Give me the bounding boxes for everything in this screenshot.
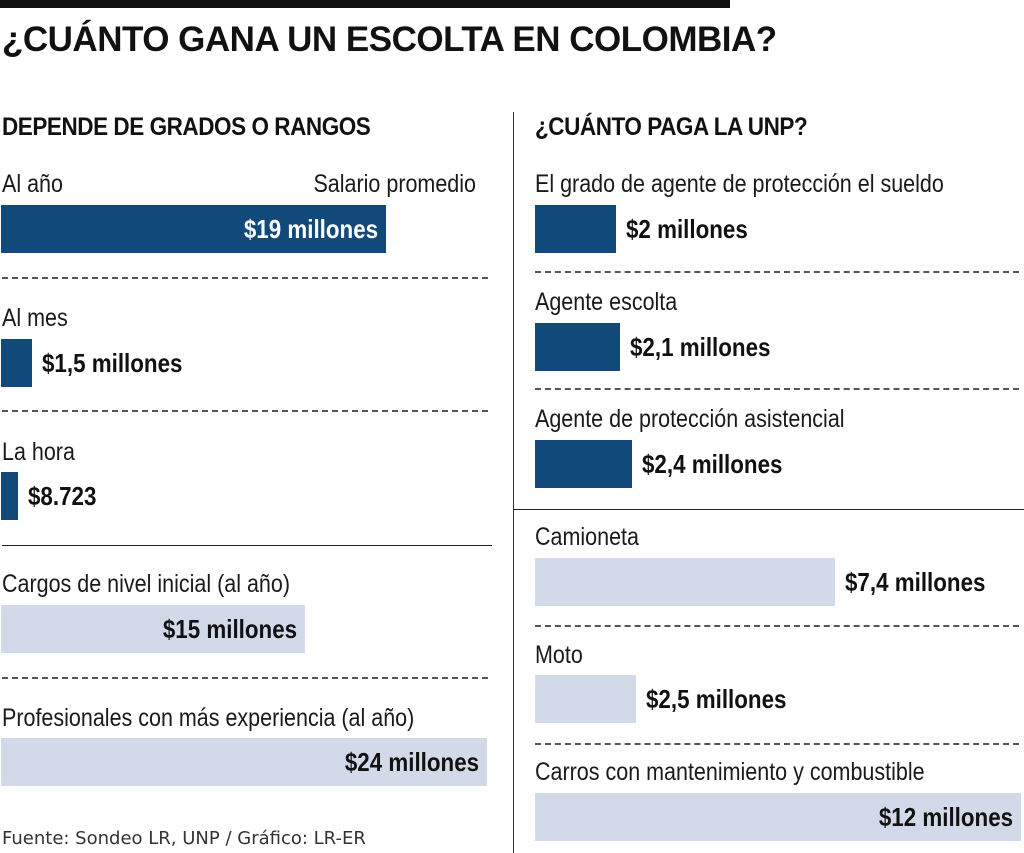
divider-dashed bbox=[535, 625, 1019, 627]
bar-agente-escolta bbox=[535, 323, 620, 371]
label-la-hora: La hora bbox=[2, 438, 75, 466]
label-nivel-inicial: Cargos de nivel inicial (al año) bbox=[2, 570, 291, 598]
value-al-ano: $19 millones bbox=[243, 214, 378, 244]
label-profesionales: Profesionales con más experiencia (al añ… bbox=[2, 704, 415, 732]
legend-salario-promedio: Salario promedio bbox=[313, 170, 476, 198]
value-camioneta: $7,4 millones bbox=[845, 567, 986, 597]
value-nivel-inicial: $15 millones bbox=[162, 614, 297, 644]
divider-dashed bbox=[2, 277, 488, 279]
value-agente-escolta: $2,1 millones bbox=[630, 332, 771, 362]
bar-la-hora bbox=[1, 472, 18, 520]
value-moto: $2,5 millones bbox=[646, 684, 787, 714]
divider-solid bbox=[513, 509, 1024, 510]
bar-agente-asistencial bbox=[535, 440, 632, 488]
label-agente-asistencial: Agente de protección asistencial bbox=[535, 405, 845, 433]
divider-dashed bbox=[535, 743, 1019, 745]
divider-dashed bbox=[535, 271, 1019, 273]
bar-agente-proteccion bbox=[535, 205, 616, 253]
right-section-title: ¿CUÁNTO PAGA LA UNP? bbox=[535, 113, 808, 141]
value-agente-asistencial: $2,4 millones bbox=[642, 449, 783, 479]
value-carros: $12 millones bbox=[878, 802, 1013, 832]
bar-profesionales bbox=[1, 738, 487, 786]
label-al-ano: Al año bbox=[2, 170, 63, 198]
divider-solid bbox=[2, 545, 492, 546]
label-agente-escolta: Agente escolta bbox=[535, 288, 678, 316]
main-title: ¿CUÁNTO GANA UN ESCOLTA EN COLOMBIA? bbox=[2, 20, 777, 59]
bar-carros bbox=[535, 793, 1021, 841]
label-camioneta: Camioneta bbox=[535, 523, 639, 551]
vertical-divider bbox=[513, 112, 514, 853]
source-note: Fuente: Sondeo LR, UNP / Gráfico: LR-ER bbox=[2, 828, 366, 849]
bar-camioneta bbox=[535, 558, 835, 606]
label-moto: Moto bbox=[535, 641, 583, 669]
value-la-hora: $8.723 bbox=[28, 481, 97, 511]
divider-dashed bbox=[2, 410, 488, 412]
divider-dashed bbox=[2, 677, 488, 679]
divider-dashed bbox=[535, 388, 1019, 390]
label-al-mes: Al mes bbox=[2, 304, 68, 332]
value-profesionales: $24 millones bbox=[344, 747, 479, 777]
value-agente-proteccion: $2 millones bbox=[626, 214, 748, 244]
left-section-title: DEPENDE DE GRADOS O RANGOS bbox=[2, 113, 371, 141]
bar-nivel-inicial bbox=[1, 605, 305, 653]
top-rule bbox=[0, 0, 730, 8]
bar-moto bbox=[535, 675, 636, 723]
value-al-mes: $1,5 millones bbox=[42, 348, 183, 378]
bar-al-mes bbox=[1, 339, 32, 387]
label-carros: Carros con mantenimiento y combustible bbox=[535, 758, 925, 786]
bar-al-ano bbox=[1, 205, 386, 253]
label-agente-proteccion: El grado de agente de protección el suel… bbox=[535, 170, 944, 198]
